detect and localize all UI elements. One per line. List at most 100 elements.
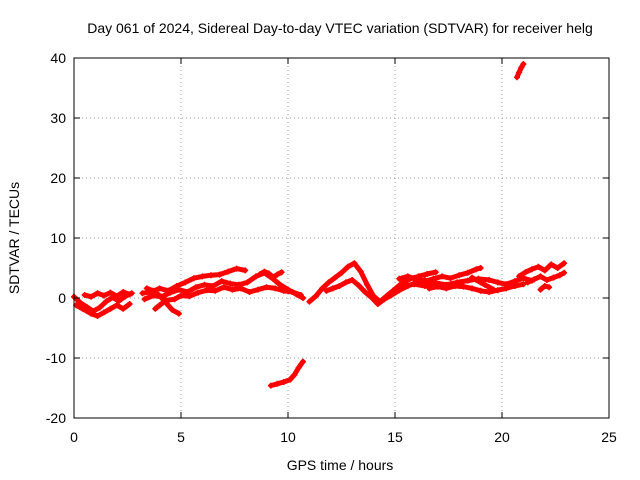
data-point xyxy=(107,305,114,312)
data-point xyxy=(113,302,120,309)
data-point xyxy=(107,289,114,296)
data-point xyxy=(355,282,362,289)
data-point xyxy=(195,289,202,296)
data-point xyxy=(430,275,437,282)
data-point xyxy=(297,292,304,298)
data-point xyxy=(265,270,272,277)
data-point xyxy=(267,382,274,389)
data-point xyxy=(404,273,411,280)
data-point xyxy=(312,293,319,300)
data-point xyxy=(528,266,535,273)
data-point xyxy=(126,291,133,298)
data-point xyxy=(212,287,219,294)
data-point xyxy=(464,277,471,284)
series-line xyxy=(514,61,526,80)
series-seg15 xyxy=(469,274,497,293)
grid-lines xyxy=(74,58,609,418)
series-line xyxy=(525,270,567,285)
data-point xyxy=(182,279,189,286)
data-point xyxy=(464,269,471,276)
data-point xyxy=(460,283,467,290)
series-seg17 xyxy=(524,269,568,286)
data-point xyxy=(278,269,285,276)
data-point xyxy=(477,279,484,286)
y-tick-label: 10 xyxy=(50,230,66,246)
data-point xyxy=(513,74,520,81)
data-point xyxy=(349,277,356,283)
data-point xyxy=(439,273,446,280)
data-point xyxy=(537,286,544,293)
y-tick-label: 40 xyxy=(50,50,66,66)
data-point xyxy=(561,269,568,276)
data-point xyxy=(274,271,281,278)
data-point xyxy=(291,371,298,378)
data-point xyxy=(120,289,127,295)
data-point xyxy=(306,298,313,305)
data-point xyxy=(295,364,302,371)
data-point xyxy=(81,292,88,298)
data-point xyxy=(447,275,454,282)
data-point xyxy=(207,272,214,279)
data-point xyxy=(486,284,493,291)
data-point xyxy=(396,287,403,294)
data-point xyxy=(319,285,326,292)
data-point xyxy=(175,286,182,293)
data-point xyxy=(451,283,458,289)
data-point xyxy=(299,358,306,365)
data-point xyxy=(432,269,439,276)
x-axis-ticks: 0 5 10 15 20 25 xyxy=(70,58,617,445)
data-point xyxy=(150,287,157,294)
data-point xyxy=(156,292,163,299)
series-seg7 xyxy=(143,285,182,317)
data-point xyxy=(516,273,523,280)
series-seg2 xyxy=(73,301,133,319)
data-point xyxy=(244,279,251,286)
data-point xyxy=(96,304,103,311)
x-tick-label: 5 xyxy=(177,429,185,445)
series-seg11 xyxy=(323,277,428,307)
data-point xyxy=(216,271,223,278)
data-point xyxy=(443,285,450,292)
data-point xyxy=(364,281,371,288)
data-point xyxy=(554,265,561,271)
data-point xyxy=(338,269,345,276)
data-point xyxy=(242,267,249,274)
data-point xyxy=(329,285,336,292)
data-point xyxy=(524,279,531,286)
series-line xyxy=(71,290,135,314)
data-point xyxy=(237,285,244,292)
data-point xyxy=(424,271,431,277)
data-point xyxy=(103,298,110,305)
data-point xyxy=(490,286,497,293)
data-point xyxy=(522,269,529,276)
data-point xyxy=(171,296,178,303)
data-point xyxy=(477,287,484,294)
data-point xyxy=(344,263,351,270)
data-point xyxy=(199,273,206,280)
data-point xyxy=(190,275,197,282)
data-point xyxy=(143,285,150,292)
y-axis-ticks: -20 -10 0 10 20 30 40 xyxy=(46,50,609,426)
data-point xyxy=(400,283,407,289)
data-point xyxy=(100,309,107,316)
x-tick-label: 15 xyxy=(387,429,403,445)
data-point xyxy=(115,298,122,304)
data-point xyxy=(287,376,294,383)
data-point xyxy=(520,61,527,67)
data-point xyxy=(175,310,182,317)
y-tick-label: 30 xyxy=(50,110,66,126)
data-point xyxy=(257,271,264,277)
data-point xyxy=(100,292,107,299)
data-point xyxy=(511,283,518,289)
data-point xyxy=(413,276,420,283)
data-point xyxy=(520,281,527,288)
data-point xyxy=(186,293,193,300)
y-axis-label: SDTVAR / TECUs xyxy=(6,182,22,294)
data-point xyxy=(477,265,484,271)
y-tick-label: -10 xyxy=(46,350,66,366)
series-seg14 xyxy=(426,281,527,295)
data-point xyxy=(276,281,283,288)
data-point xyxy=(233,265,240,272)
series-seg12 xyxy=(396,265,484,285)
